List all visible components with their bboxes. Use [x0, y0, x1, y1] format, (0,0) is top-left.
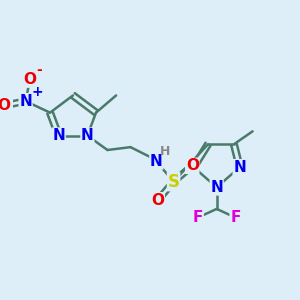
- Text: N: N: [81, 128, 94, 143]
- Text: F: F: [230, 210, 241, 225]
- Text: H: H: [160, 145, 170, 158]
- Text: N: N: [19, 94, 32, 109]
- Text: N: N: [52, 128, 65, 143]
- Text: +: +: [32, 85, 43, 99]
- Text: O: O: [186, 158, 199, 173]
- Text: S: S: [168, 172, 180, 190]
- Text: O: O: [0, 98, 11, 113]
- Text: N: N: [150, 154, 163, 169]
- Text: N: N: [210, 180, 223, 195]
- Text: O: O: [151, 193, 164, 208]
- Text: -: -: [36, 63, 42, 77]
- Text: O: O: [23, 72, 36, 87]
- Text: N: N: [233, 160, 246, 175]
- Text: F: F: [193, 210, 203, 225]
